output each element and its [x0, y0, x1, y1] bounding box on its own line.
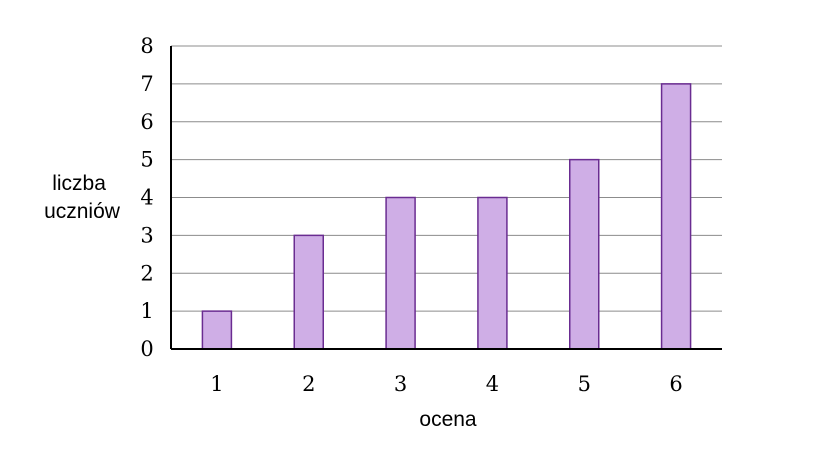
- x-tick-label-6: 6: [669, 372, 682, 396]
- x-tick-label-2: 2: [302, 372, 315, 396]
- x-tick-label-1: 1: [210, 372, 223, 396]
- y-axis-title-line-1: liczba: [52, 172, 106, 195]
- x-tick-label-3: 3: [394, 372, 407, 396]
- bar-6: [660, 83, 692, 350]
- gridlines: [171, 45, 722, 312]
- bar-1: [201, 310, 233, 350]
- y-tick-label-6: 6: [140, 110, 153, 134]
- bar-3: [385, 196, 416, 350]
- y-tick-label-2: 2: [140, 261, 153, 285]
- y-tick-label-8: 8: [140, 34, 153, 58]
- x-tick-label-4: 4: [486, 372, 499, 396]
- bar-4: [477, 196, 508, 350]
- bar-5: [569, 158, 600, 350]
- bar-2: [293, 234, 324, 350]
- y-tick-labels: 0 1 2 3 4 5 6 7 8: [140, 34, 153, 361]
- y-tick-label-1: 1: [140, 299, 153, 323]
- y-axis-title-line-2: uczniów: [44, 200, 121, 223]
- y-tick-label-5: 5: [140, 148, 153, 172]
- y-tick-label-0: 0: [140, 337, 153, 361]
- x-tick-label-5: 5: [578, 372, 591, 396]
- y-tick-label-3: 3: [140, 223, 153, 247]
- bars: [201, 83, 692, 350]
- y-axis-title: liczba uczniów: [44, 172, 121, 223]
- x-axis-title: ocena: [419, 408, 477, 431]
- x-tick-labels: 1 2 3 4 5 6: [210, 372, 683, 396]
- axes: [170, 46, 722, 350]
- y-tick-label-7: 7: [140, 72, 153, 96]
- y-tick-label-4: 4: [140, 186, 153, 210]
